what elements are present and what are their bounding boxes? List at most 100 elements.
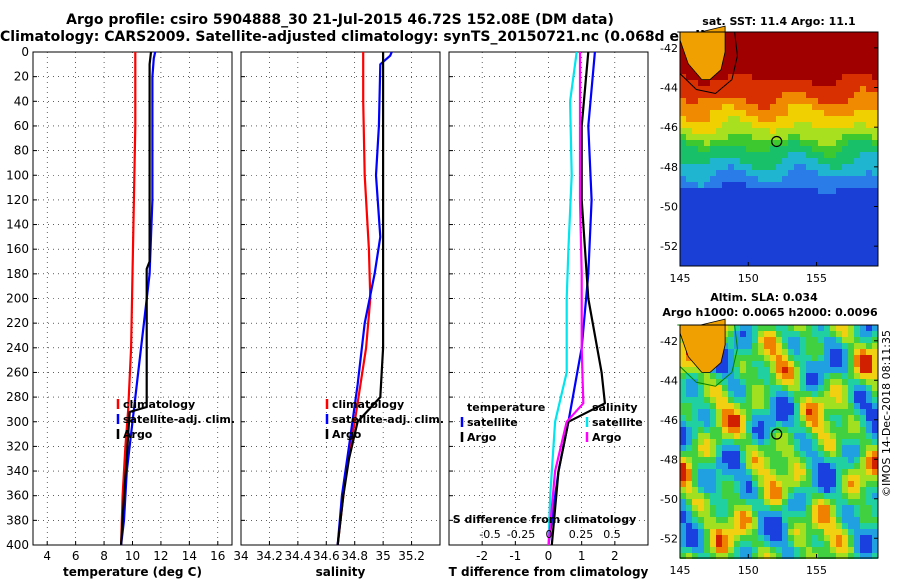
- map-cell: [758, 104, 764, 110]
- map-cell: [764, 511, 770, 517]
- map-cell: [692, 260, 698, 266]
- map-cell: [764, 236, 770, 242]
- map-cell: [776, 236, 782, 242]
- map-cell: [788, 92, 794, 98]
- map-cell: [692, 433, 698, 439]
- map-cell: [830, 517, 836, 523]
- map-cell: [872, 463, 878, 469]
- map-cell: [830, 553, 836, 559]
- map-cell: [692, 517, 698, 523]
- map-cell: [848, 44, 854, 50]
- map-cell: [746, 182, 752, 188]
- map-cell: [800, 349, 806, 355]
- map-cell: [698, 254, 704, 260]
- map-cell: [770, 254, 776, 260]
- map-cell: [776, 182, 782, 188]
- map-cell: [716, 367, 722, 373]
- map-cell: [716, 493, 722, 499]
- map-cell: [860, 415, 866, 421]
- map-cell: [770, 200, 776, 206]
- map-cell: [830, 397, 836, 403]
- x-axis-label: T difference from climatology: [449, 565, 649, 579]
- map-cell: [776, 535, 782, 541]
- map-frame: [679, 31, 879, 267]
- map-cell: [824, 254, 830, 260]
- top-tick-label: 0: [546, 528, 553, 541]
- map-cell: [728, 499, 734, 505]
- map-cell: [818, 439, 824, 445]
- map-cell: [830, 325, 836, 331]
- map-cell: [800, 146, 806, 152]
- map-cell: [704, 409, 710, 415]
- map-cell: [824, 158, 830, 164]
- map-cell: [854, 242, 860, 248]
- map-cell: [764, 182, 770, 188]
- map-cell: [830, 385, 836, 391]
- map-cell: [806, 457, 812, 463]
- map-cell: [860, 50, 866, 56]
- map-cell: [872, 529, 878, 535]
- map-cell: [836, 206, 842, 212]
- map-cell: [866, 547, 872, 553]
- map-cell: [818, 481, 824, 487]
- map-cell: [788, 158, 794, 164]
- map-cell: [806, 349, 812, 355]
- map-cell: [812, 98, 818, 104]
- depth-tick-label: 240: [6, 341, 29, 355]
- map-cell: [836, 433, 842, 439]
- map-cell: [788, 481, 794, 487]
- map-cell: [764, 212, 770, 218]
- map-cell: [728, 355, 734, 361]
- map-cell: [734, 523, 740, 529]
- map-cell: [686, 98, 692, 104]
- map-cell: [740, 427, 746, 433]
- map-cell: [794, 86, 800, 92]
- map-cell: [830, 104, 836, 110]
- map-cell: [722, 200, 728, 206]
- map-cell: [818, 415, 824, 421]
- map-cell: [830, 122, 836, 128]
- map-cell: [860, 361, 866, 367]
- map-cell: [818, 236, 824, 242]
- map-cell: [746, 505, 752, 511]
- map-cell: [812, 182, 818, 188]
- map-cell: [692, 164, 698, 170]
- map-cell: [860, 38, 866, 44]
- map-cell: [824, 248, 830, 254]
- map-cell: [830, 128, 836, 134]
- map-cell: [686, 176, 692, 182]
- map-cell: [698, 230, 704, 236]
- map-cell: [716, 469, 722, 475]
- map-cell: [800, 32, 806, 38]
- map-cell: [752, 529, 758, 535]
- map-cell: [848, 373, 854, 379]
- map-cell: [728, 116, 734, 122]
- map-cell: [710, 445, 716, 451]
- map-cell: [788, 427, 794, 433]
- map-cell: [830, 433, 836, 439]
- map-cell: [716, 254, 722, 260]
- map-cell: [836, 529, 842, 535]
- map-cell: [824, 457, 830, 463]
- map-cell: [806, 373, 812, 379]
- map-cell: [818, 182, 824, 188]
- map-cell: [860, 541, 866, 547]
- map-cell: [716, 553, 722, 559]
- map-cell: [770, 409, 776, 415]
- map-cell: [824, 176, 830, 182]
- map-cell: [758, 200, 764, 206]
- map-cell: [776, 445, 782, 451]
- map-cell: [704, 385, 710, 391]
- map-cell: [716, 421, 722, 427]
- map-cell: [758, 248, 764, 254]
- map-cell: [752, 254, 758, 260]
- map-cell: [806, 164, 812, 170]
- map-cell: [710, 409, 716, 415]
- map-cell: [866, 170, 872, 176]
- map-cell: [746, 499, 752, 505]
- x-tick-label: 16: [210, 549, 225, 563]
- map-cell: [722, 164, 728, 170]
- map-cell: [794, 505, 800, 511]
- map-cell: [746, 343, 752, 349]
